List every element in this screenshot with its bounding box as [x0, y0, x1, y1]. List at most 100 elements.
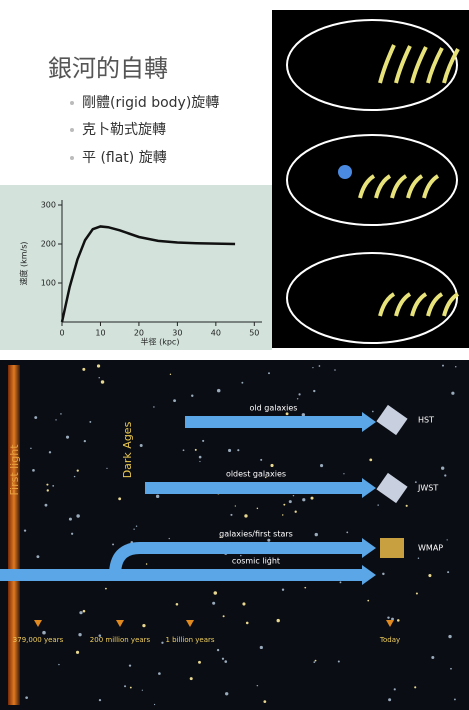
star — [244, 514, 247, 517]
spacecraft-label: WMAP — [418, 544, 443, 553]
star — [377, 504, 378, 505]
star — [454, 699, 456, 701]
x-tick-label: 30 — [172, 329, 182, 338]
star — [388, 698, 391, 701]
chart-area — [0, 185, 272, 350]
bullet-text: 克卜勒式旋轉 — [82, 122, 166, 138]
star — [340, 581, 342, 583]
star — [394, 688, 396, 690]
star — [315, 533, 318, 536]
star — [198, 661, 201, 664]
arrow-shaft — [140, 542, 362, 554]
star — [302, 413, 305, 416]
slide-title: 銀河的自轉 — [48, 55, 168, 83]
star — [89, 421, 91, 423]
star — [101, 380, 104, 383]
star — [161, 642, 163, 644]
arrow-label: galaxies/first stars — [219, 530, 293, 539]
star — [202, 440, 204, 442]
star — [42, 631, 46, 635]
star — [222, 658, 224, 660]
star — [312, 367, 313, 368]
star — [99, 377, 100, 378]
star — [60, 413, 62, 415]
x-tick-label: 20 — [134, 329, 144, 338]
star — [442, 365, 444, 367]
vertical-label: First light — [8, 444, 21, 496]
star — [230, 514, 232, 516]
star — [30, 448, 31, 449]
star — [293, 495, 294, 496]
star — [69, 518, 72, 521]
star — [24, 529, 26, 531]
star — [76, 514, 79, 517]
light-band — [8, 365, 20, 705]
y-tick-label: 100 — [41, 279, 56, 288]
star — [414, 686, 416, 688]
star — [451, 392, 454, 395]
bullet — [70, 156, 74, 160]
star — [224, 660, 227, 663]
star — [441, 467, 444, 470]
star — [140, 444, 143, 447]
arrow-shaft — [185, 416, 362, 428]
star — [444, 474, 446, 476]
star — [313, 390, 315, 392]
epoch-label: 379,000 years — [13, 636, 64, 644]
epoch-label: 1 billion years — [165, 636, 214, 644]
star — [142, 624, 145, 627]
star — [260, 646, 263, 649]
star — [382, 573, 384, 575]
star — [77, 469, 79, 471]
star — [319, 365, 321, 367]
bullet-text: 剛體(rigid body)旋轉 — [82, 95, 219, 111]
star — [257, 508, 258, 509]
star — [263, 700, 266, 703]
star — [217, 649, 219, 651]
star — [76, 651, 79, 654]
star — [228, 449, 231, 452]
star — [415, 481, 417, 483]
x-tick-label: 0 — [59, 329, 64, 338]
star — [369, 458, 372, 461]
star — [277, 619, 280, 622]
star — [343, 473, 344, 474]
star — [78, 633, 81, 636]
star — [313, 661, 315, 663]
star — [448, 635, 451, 638]
spacecraft-label: JWST — [417, 484, 438, 493]
star — [298, 393, 300, 395]
star — [223, 615, 225, 617]
star — [217, 389, 221, 393]
star — [367, 600, 369, 602]
star — [169, 538, 170, 539]
arrow-label: cosmic light — [232, 557, 280, 566]
star — [338, 660, 340, 662]
star — [237, 449, 239, 451]
x-tick-label: 50 — [249, 329, 259, 338]
star — [25, 696, 28, 699]
star — [32, 469, 35, 472]
page: 銀河的自轉 剛體(rigid body)旋轉 克卜勒式旋轉 平 (flat) 旋… — [0, 0, 469, 710]
star — [173, 399, 176, 402]
star — [416, 592, 418, 594]
star — [153, 406, 154, 407]
star — [235, 505, 236, 506]
star — [55, 419, 56, 420]
star — [297, 398, 298, 399]
star — [346, 531, 348, 533]
star — [36, 555, 39, 558]
star — [49, 451, 51, 453]
star — [270, 464, 273, 467]
star — [455, 366, 456, 367]
star — [199, 456, 202, 459]
star — [286, 412, 289, 415]
star — [334, 369, 336, 371]
star — [267, 539, 270, 542]
star — [146, 563, 148, 565]
arrow-shaft — [0, 569, 362, 581]
star — [154, 704, 155, 705]
bullet — [70, 101, 74, 105]
star — [124, 685, 126, 687]
star — [82, 368, 85, 371]
